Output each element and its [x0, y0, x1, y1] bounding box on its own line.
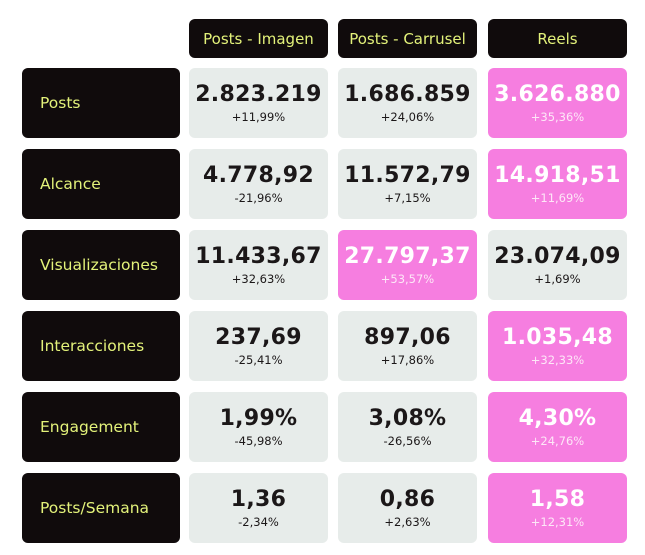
cell-value: 11.572,79	[344, 162, 471, 188]
cell-posts-reels: 3.626.880 +35,36%	[488, 68, 627, 138]
cell-alcance-posts-carrusel: 11.572,79 +7,15%	[338, 149, 477, 219]
cell-delta: +32,33%	[530, 352, 585, 367]
cell-interacciones-posts-carrusel: 897,06 +17,86%	[338, 311, 477, 381]
column-header-posts-imagen: Posts - Imagen	[189, 19, 328, 58]
row-label-engagement: Engagement	[22, 392, 180, 462]
cell-delta: +11,99%	[231, 109, 286, 124]
cell-value: 23.074,09	[494, 243, 621, 269]
cell-engagement-reels: 4,30% +24,76%	[488, 392, 627, 462]
column-header-reels: Reels	[488, 19, 627, 58]
cell-posts-semana-posts-imagen: 1,36 -2,34%	[189, 473, 328, 543]
cell-alcance-posts-imagen: 4.778,92 -21,96%	[189, 149, 328, 219]
cell-interacciones-reels: 1.035,48 +32,33%	[488, 311, 627, 381]
cell-delta: +32,63%	[231, 271, 286, 286]
cell-value: 897,06	[364, 324, 451, 350]
cell-value: 0,86	[379, 486, 436, 512]
cell-delta: -25,41%	[234, 352, 283, 367]
cell-delta: -2,34%	[238, 514, 279, 529]
cell-value: 4.778,92	[203, 162, 314, 188]
cell-engagement-posts-carrusel: 3,08% -26,56%	[338, 392, 477, 462]
cell-delta: +24,76%	[530, 433, 585, 448]
cell-posts-posts-imagen: 2.823.219 +11,99%	[189, 68, 328, 138]
cell-visualizaciones-posts-imagen: 11.433,67 +32,63%	[189, 230, 328, 300]
cell-delta: -21,96%	[234, 190, 283, 205]
cell-value: 1,58	[529, 486, 586, 512]
cell-posts-semana-reels: 1,58 +12,31%	[488, 473, 627, 543]
cell-value: 27.797,37	[344, 243, 471, 269]
cell-posts-posts-carrusel: 1.686.859 +24,06%	[338, 68, 477, 138]
cell-visualizaciones-posts-carrusel: 27.797,37 +53,57%	[338, 230, 477, 300]
cell-value: 2.823.219	[195, 81, 322, 107]
row-label-visualizaciones: Visualizaciones	[22, 230, 180, 300]
cell-delta: +11,69%	[530, 190, 585, 205]
cell-value: 3.626.880	[494, 81, 621, 107]
cell-engagement-posts-imagen: 1,99% -45,98%	[189, 392, 328, 462]
cell-value: 4,30%	[518, 405, 597, 431]
cell-delta: +35,36%	[530, 109, 585, 124]
cell-value: 1.686.859	[344, 81, 471, 107]
cell-delta: +24,06%	[380, 109, 435, 124]
row-label-posts: Posts	[22, 68, 180, 138]
cell-delta: +1,69%	[534, 271, 581, 286]
cell-delta: +12,31%	[530, 514, 585, 529]
row-label-alcance: Alcance	[22, 149, 180, 219]
cell-visualizaciones-reels: 23.074,09 +1,69%	[488, 230, 627, 300]
cell-interacciones-posts-imagen: 237,69 -25,41%	[189, 311, 328, 381]
cell-delta: -26,56%	[383, 433, 432, 448]
cell-value: 1,99%	[219, 405, 298, 431]
cell-value: 1,36	[230, 486, 287, 512]
cell-delta: +7,15%	[384, 190, 431, 205]
cell-value: 1.035,48	[502, 324, 613, 350]
cell-value: 11.433,67	[195, 243, 322, 269]
cell-alcance-reels: 14.918,51 +11,69%	[488, 149, 627, 219]
cell-value: 3,08%	[368, 405, 447, 431]
cell-value: 14.918,51	[494, 162, 621, 188]
column-header-posts-carrusel: Posts - Carrusel	[338, 19, 477, 58]
cell-value: 237,69	[215, 324, 302, 350]
cell-delta: +53,57%	[380, 271, 435, 286]
cell-delta: +2,63%	[384, 514, 431, 529]
cell-delta: +17,86%	[380, 352, 435, 367]
cell-posts-semana-posts-carrusel: 0,86 +2,63%	[338, 473, 477, 543]
cell-delta: -45,98%	[234, 433, 283, 448]
row-label-posts-semana: Posts/Semana	[22, 473, 180, 543]
row-label-interacciones: Interacciones	[22, 311, 180, 381]
